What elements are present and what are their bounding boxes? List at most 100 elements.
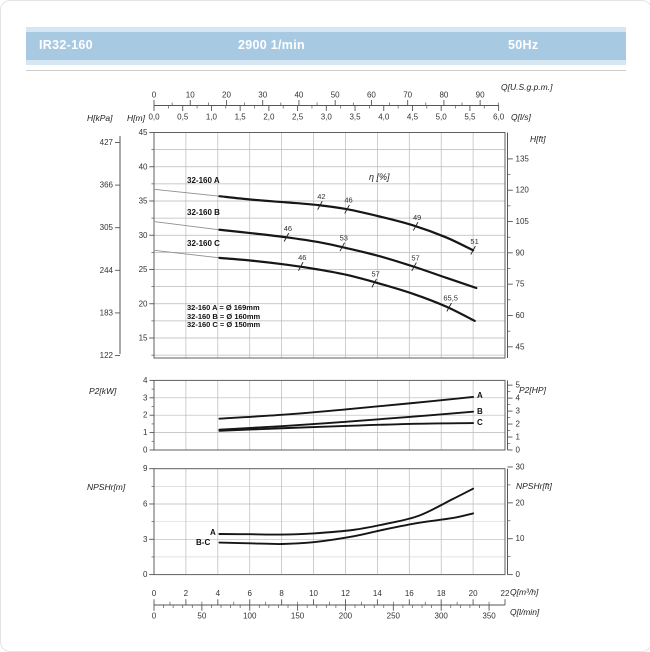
pump-model: IR32-160 — [39, 38, 93, 52]
svg-text:3,0: 3,0 — [321, 113, 333, 122]
svg-text:60: 60 — [367, 91, 376, 100]
svg-text:8: 8 — [279, 589, 284, 598]
svg-text:100: 100 — [243, 612, 257, 621]
svg-text:6: 6 — [143, 499, 148, 508]
svg-text:0: 0 — [152, 589, 157, 598]
svg-text:1: 1 — [143, 428, 148, 437]
svg-text:46: 46 — [284, 224, 292, 233]
svg-text:1,0: 1,0 — [206, 113, 218, 122]
svg-text:183: 183 — [100, 308, 114, 317]
impeller-diameter-legend: 32-160 A = Ø 169mm 32-160 B = Ø 160mm 32… — [187, 303, 261, 330]
svg-text:0,0: 0,0 — [148, 113, 160, 122]
svg-text:20: 20 — [516, 498, 525, 507]
svg-text:2: 2 — [184, 589, 189, 598]
legend-line-c: 32-160 C = Ø 150mm — [187, 320, 261, 330]
svg-text:200: 200 — [339, 612, 353, 621]
axis-title-npsh-m: NPSHr[m] — [87, 482, 126, 492]
svg-text:105: 105 — [516, 217, 530, 226]
axis-title-q-ls: Q[l/s] — [511, 112, 531, 122]
svg-text:1: 1 — [516, 433, 521, 442]
h-ft-axis: 135 120 105 90 75 60 45 — [507, 132, 530, 358]
axis-title-npsh-ft: NPSHr[ft] — [516, 481, 552, 491]
svg-text:0: 0 — [152, 612, 157, 621]
svg-text:2: 2 — [143, 411, 148, 420]
svg-text:10: 10 — [309, 589, 318, 598]
svg-text:2: 2 — [516, 420, 521, 429]
svg-text:42: 42 — [317, 192, 325, 201]
pump-speed: 2900 1/min — [238, 38, 305, 52]
svg-text:150: 150 — [291, 612, 305, 621]
svg-text:5,0: 5,0 — [436, 113, 448, 122]
pump-frequency: 50Hz — [508, 38, 539, 52]
p2-axes: 0 1 2 3 4 0 1 2 3 4 5 — [143, 376, 520, 455]
svg-text:0: 0 — [516, 446, 521, 455]
curve-label-32-160-c: 32-160 C — [187, 239, 220, 248]
svg-text:0: 0 — [143, 446, 148, 455]
svg-text:75: 75 — [516, 280, 525, 289]
svg-text:120: 120 — [516, 186, 530, 195]
svg-text:350: 350 — [482, 612, 496, 621]
svg-text:427: 427 — [100, 138, 114, 147]
svg-text:45: 45 — [139, 128, 148, 137]
svg-text:2,5: 2,5 — [292, 113, 304, 122]
svg-text:3: 3 — [143, 393, 148, 402]
axis-title-q-gpm: Q[U.S.g.p.m.] — [501, 82, 553, 92]
axis-title-h-kpa: H[kPa] — [87, 113, 113, 123]
svg-text:35: 35 — [139, 197, 148, 206]
svg-text:49: 49 — [413, 213, 421, 222]
header-inner-band: IR32-160 2900 1/min 50Hz — [26, 32, 626, 60]
svg-text:50: 50 — [197, 612, 206, 621]
legend-line-b: 32-160 B = Ø 160mm — [187, 311, 261, 321]
top-flow-axis: 0 10 20 30 40 50 60 70 80 90 0,0 0,5 1,0 1,5 2,0 2,5 3,0… — [148, 91, 504, 122]
h-m-axis: 45 40 35 30 25 20 15 — [139, 128, 154, 356]
efficiency-axis-label: η [%] — [369, 172, 390, 182]
svg-text:16: 16 — [405, 589, 414, 598]
header-divider — [26, 70, 626, 71]
svg-text:12: 12 — [341, 589, 350, 598]
svg-text:4: 4 — [143, 376, 148, 385]
svg-text:15: 15 — [139, 334, 148, 343]
svg-text:5,5: 5,5 — [464, 113, 476, 122]
axis-title-h-m: H[m] — [127, 113, 145, 123]
svg-text:30: 30 — [258, 91, 267, 100]
svg-text:70: 70 — [403, 91, 412, 100]
svg-text:25: 25 — [139, 265, 148, 274]
svg-text:90: 90 — [516, 248, 525, 257]
svg-text:10: 10 — [186, 91, 195, 100]
svg-text:50: 50 — [331, 91, 340, 100]
npsh-curve-label-bc: B-C — [196, 538, 211, 547]
power-chart-grid — [153, 379, 506, 451]
svg-text:20: 20 — [222, 91, 231, 100]
svg-text:14: 14 — [373, 589, 382, 598]
npsh-chart-grid — [153, 468, 506, 576]
svg-text:300: 300 — [435, 612, 449, 621]
svg-text:366: 366 — [100, 181, 114, 190]
main-chart-grid — [153, 132, 506, 359]
axis-title-p2-kw: P2[kW] — [89, 386, 117, 396]
npsh-curves — [218, 487, 475, 545]
header-bar: IR32-160 2900 1/min 50Hz — [26, 27, 626, 65]
svg-text:46: 46 — [298, 253, 306, 262]
svg-text:65,5: 65,5 — [443, 294, 458, 303]
power-curves — [218, 395, 475, 432]
svg-text:9: 9 — [143, 464, 148, 473]
svg-text:0: 0 — [152, 91, 157, 100]
svg-text:30: 30 — [516, 462, 525, 471]
curve-32-160-a: 42 46 49 51 — [153, 188, 479, 255]
svg-text:53: 53 — [340, 233, 348, 242]
svg-text:2,0: 2,0 — [263, 113, 275, 122]
svg-text:4,0: 4,0 — [378, 113, 390, 122]
svg-text:30: 30 — [139, 231, 148, 240]
power-curve-label-c: C — [477, 418, 483, 427]
svg-text:40: 40 — [294, 91, 303, 100]
curve-32-160-c: 46 57 65,5 — [153, 249, 476, 322]
svg-text:22: 22 — [501, 589, 510, 598]
svg-text:20: 20 — [469, 589, 478, 598]
legend-line-a: 32-160 A = Ø 169mm — [187, 303, 260, 312]
curve-32-160-b: 46 53 57 — [153, 221, 478, 290]
axis-title-q-m3h: Q[m³/h] — [510, 587, 539, 597]
svg-text:122: 122 — [100, 351, 114, 360]
axis-title-h-ft: H[ft] — [530, 134, 546, 144]
svg-text:40: 40 — [139, 162, 148, 171]
